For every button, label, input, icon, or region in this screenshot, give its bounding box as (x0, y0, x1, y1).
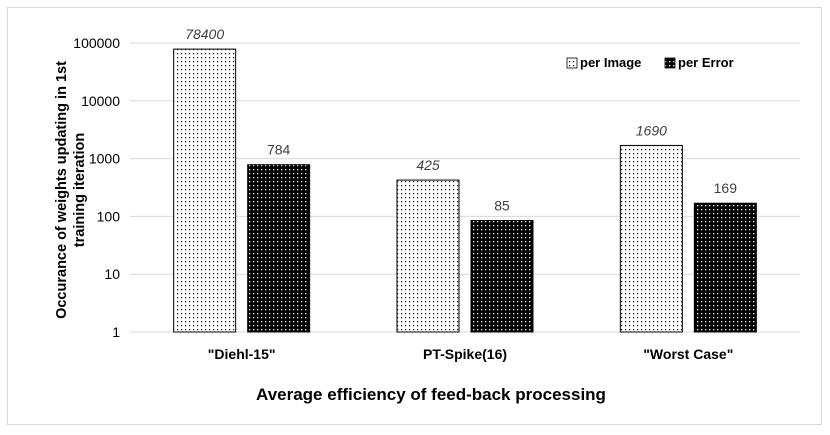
legend-swatch-per-error (664, 57, 676, 69)
y-tick-label: 1000 (89, 151, 120, 167)
y-axis-title-line2: training iteration (72, 133, 88, 247)
legend: per Image per Error (566, 55, 734, 70)
y-tick-label: 10000 (81, 93, 120, 109)
x-tick-label: "Diehl-15" (208, 346, 276, 362)
bar-per-image (173, 48, 237, 333)
bars (173, 48, 757, 333)
bar-per-image (619, 144, 683, 333)
x-axis-title: Average efficiency of feed-back processi… (256, 385, 606, 404)
data-label: 425 (416, 157, 440, 173)
bar-per-image (396, 179, 460, 333)
legend-label-per-image: per Image (580, 55, 641, 70)
x-tick-label: "Worst Case" (643, 346, 733, 362)
legend-swatch-per-image (566, 57, 578, 69)
x-axis-ticks: "Diehl-15" PT-Spike(16) "Worst Case" (208, 346, 734, 362)
x-tick-label: PT-Spike(16) (423, 346, 507, 362)
y-axis-ticks: 1 10 100 1000 10000 100000 (73, 35, 120, 340)
y-tick-label: 10 (104, 266, 120, 282)
y-tick-label: 100000 (73, 35, 120, 51)
data-labels: 78400 784 425 85 1690 169 (185, 26, 737, 213)
data-label: 169 (714, 180, 738, 196)
data-label: 784 (267, 142, 291, 158)
data-label: 1690 (636, 122, 667, 138)
y-axis-title-line1: Occurance of weights updating in 1st (54, 61, 70, 319)
legend-label-per-error: per Error (678, 55, 734, 70)
chart-frame (7, 7, 822, 425)
data-label: 78400 (185, 26, 224, 42)
gridlines (130, 42, 800, 333)
bar-per-error (693, 202, 757, 333)
bar-per-error (247, 164, 311, 333)
bar-per-error (470, 219, 534, 333)
y-tick-label: 1 (112, 324, 120, 340)
y-tick-label: 100 (97, 208, 121, 224)
data-label: 85 (494, 197, 510, 213)
